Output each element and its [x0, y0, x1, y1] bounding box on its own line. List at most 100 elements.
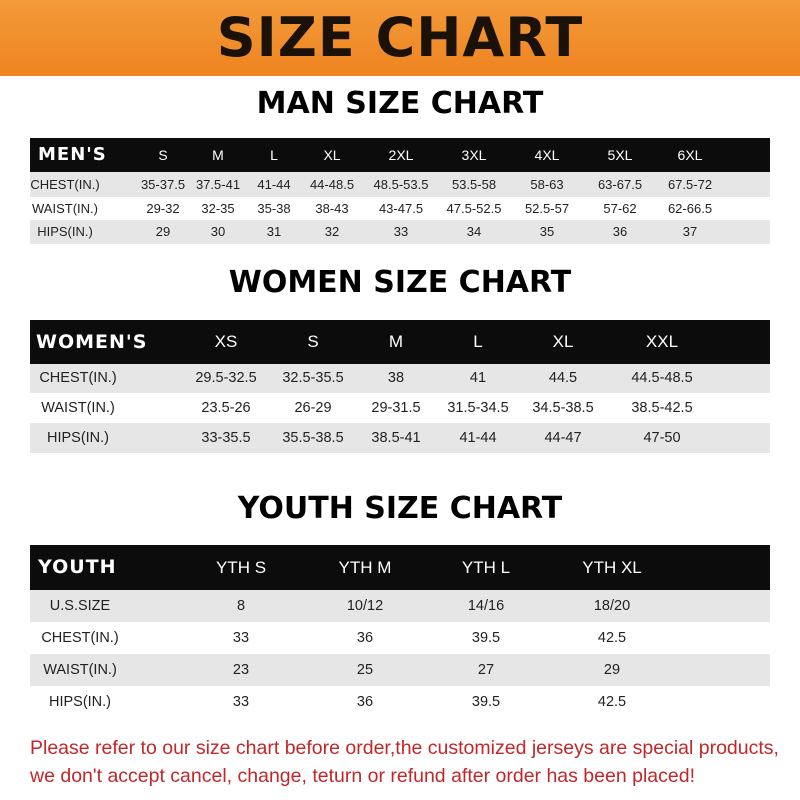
table-cell: 33 — [393, 224, 409, 239]
table-cell: 29 — [155, 224, 171, 239]
table-cell: 32 — [324, 224, 340, 239]
table-cell: 36 — [612, 224, 628, 239]
table-cell: 35.5-38.5 — [282, 430, 344, 446]
table-cell: 41-44 — [257, 177, 291, 192]
size-header-cell: XL — [552, 332, 574, 351]
measure-label-cell: CHEST(IN.) — [30, 177, 100, 192]
table-header-row: MEN'S S M L XL 2XL 3XL 4XL 5XL 6XL — [30, 138, 770, 172]
table-cell: 31.5-34.5 — [447, 400, 509, 416]
table-cell: 44-48.5 — [309, 177, 355, 192]
table-cell: 18/20 — [593, 598, 631, 614]
size-header-cell: XL — [323, 147, 341, 163]
size-header-cell: YTH XL — [582, 558, 642, 577]
notice-line: we don't accept cancel, change, teturn o… — [30, 765, 695, 787]
size-header-cell: YTH L — [461, 558, 511, 577]
table-cell: 26-29 — [294, 400, 332, 416]
table-cell: 48.5-53.5 — [373, 177, 429, 192]
table-row: CHEST(IN.) 33 36 39.5 42.5 — [30, 622, 770, 654]
table-cell: 57-62 — [603, 201, 637, 216]
table-cell: 44-47 — [544, 430, 582, 446]
table-cell: 33-35.5 — [201, 430, 251, 446]
youth-section-title: YOUTH SIZE CHART — [237, 491, 563, 526]
table-cell: 52.5-57 — [524, 201, 570, 216]
measure-label-cell: WAIST(IN.) — [41, 400, 115, 416]
women-section-title: WOMEN SIZE CHART — [228, 265, 572, 300]
table-cell: 37 — [682, 224, 698, 239]
table-cell: 37.5-41 — [195, 177, 241, 192]
table-cell: 36 — [356, 630, 374, 646]
notice-text: Please refer to our size chart before or… — [30, 734, 780, 790]
measure-label-cell: HIPS(IN.) — [48, 694, 112, 710]
table-cell: 34.5-38.5 — [532, 400, 594, 416]
table-cell: 41-44 — [459, 430, 497, 446]
table-cell: 33 — [232, 630, 250, 646]
notice-line: Please refer to our size chart before or… — [30, 737, 779, 759]
title-banner: SIZE CHART — [0, 0, 800, 76]
measure-label-cell: CHEST(IN.) — [39, 370, 117, 386]
measure-label-cell: WAIST(IN.) — [32, 201, 98, 216]
table-row: U.S.SIZE 8 10/12 14/16 18/20 — [30, 590, 770, 622]
table-cell: 44.5-48.5 — [631, 370, 693, 386]
table-cell: 32-35 — [201, 201, 235, 216]
table-row: HIPS(IN.) 29 30 31 32 33 34 35 36 37 — [30, 220, 770, 244]
table-cell: 43-47.5 — [378, 201, 424, 216]
table-cell: 39.5 — [471, 694, 501, 710]
table-cell: 34 — [466, 224, 482, 239]
table-cell: 62-66.5 — [667, 201, 713, 216]
table-title-cell: WOMEN'S — [36, 331, 148, 353]
table-cell: 47.5-52.5 — [446, 201, 502, 216]
table-row: WAIST(IN.) 23.5-26 26-29 29-31.5 31.5-34.5 34… — [30, 393, 770, 423]
size-header-cell: L — [473, 332, 483, 351]
size-header-cell: L — [270, 147, 278, 163]
measure-label-cell: U.S.SIZE — [49, 598, 111, 614]
table-cell: 29.5-32.5 — [195, 370, 257, 386]
men-section-title: MAN SIZE CHART — [256, 86, 544, 121]
size-header-cell: XS — [214, 332, 238, 351]
table-cell: 35-38 — [257, 201, 291, 216]
table-row: WAIST(IN.) 23 25 27 29 — [30, 654, 770, 686]
table-cell: 10/12 — [346, 598, 384, 614]
size-header-cell: YTH S — [215, 558, 267, 577]
table-cell: 53.5-58 — [451, 177, 497, 192]
table-row: CHEST(IN.) 35-37.5 37.5-41 41-44 44-48.5 48.5… — [30, 172, 770, 197]
size-header-cell: 2XL — [388, 147, 414, 163]
table-title-cell: MEN'S — [38, 144, 107, 165]
table-cell: 42.5 — [597, 694, 627, 710]
table-cell: 33 — [232, 694, 250, 710]
banner-title: SIZE CHART — [216, 6, 584, 69]
size-header-cell: M — [388, 332, 404, 351]
table-cell: 35-37.5 — [140, 177, 186, 192]
table-cell: 38.5-42.5 — [631, 400, 693, 416]
size-header-cell: M — [212, 147, 224, 163]
table-cell: 58-63 — [530, 177, 564, 192]
measure-label-cell: HIPS(IN.) — [37, 224, 93, 239]
table-cell: 67.5-72 — [667, 177, 713, 192]
table-row: HIPS(IN.) 33 36 39.5 42.5 — [30, 686, 770, 718]
measure-label-cell: HIPS(IN.) — [46, 430, 110, 446]
table-cell: 38.5-41 — [371, 430, 421, 446]
size-header-cell: 4XL — [534, 147, 560, 163]
measure-label-cell: WAIST(IN.) — [43, 662, 117, 678]
table-cell: 14/16 — [467, 598, 505, 614]
table-cell: 23 — [232, 662, 250, 678]
table-cell: 39.5 — [471, 630, 501, 646]
measure-label-cell: CHEST(IN.) — [41, 630, 119, 646]
table-cell: 27 — [477, 662, 495, 678]
table-row: CHEST(IN.) 29.5-32.5 32.5-35.5 38 41 44.5 44.5… — [30, 364, 770, 393]
table-cell: 38 — [387, 370, 405, 386]
table-cell: 36 — [356, 694, 374, 710]
table-cell: 25 — [356, 662, 374, 678]
size-header-cell: 5XL — [607, 147, 633, 163]
table-cell: 35 — [539, 224, 555, 239]
table-cell: 29-32 — [146, 201, 180, 216]
table-cell: 42.5 — [597, 630, 627, 646]
size-header-cell: 3XL — [461, 147, 487, 163]
size-header-cell: S — [158, 147, 168, 163]
table-cell: 47-50 — [643, 430, 681, 446]
table-cell: 23.5-26 — [201, 400, 251, 416]
size-header-cell: XXL — [645, 332, 679, 351]
table-header-row: YOUTH YTH S YTH M YTH L YTH XL — [30, 545, 770, 590]
table-cell: 31 — [266, 224, 282, 239]
table-cell: 29-31.5 — [371, 400, 421, 416]
table-cell: 29 — [603, 662, 621, 678]
